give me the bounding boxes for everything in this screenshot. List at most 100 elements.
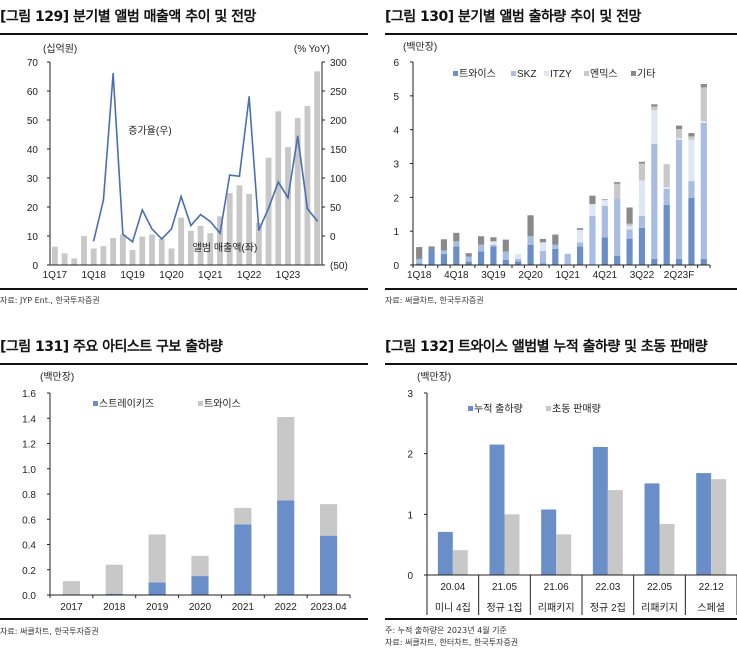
point-yoy-growth — [170, 228, 173, 230]
bar-segment-other — [576, 228, 584, 230]
bar-segment-twice — [601, 237, 608, 265]
bar-album-sales — [158, 238, 165, 265]
y-tick-label: 70 — [27, 58, 39, 69]
twice-album-chart: (백만장) 0 1 2 3 20.04 21.05 21.06 22.03 22.05 22.12 미… — [407, 371, 737, 615]
bar-segment-itzy — [675, 138, 683, 140]
x-subcategory-label: 리패키지 — [641, 602, 678, 614]
x-tick-label: 1Q21 — [555, 270, 580, 281]
x-tick-label: 1Q20 — [159, 270, 184, 281]
y-axis-unit-label: (백만장) — [403, 41, 437, 53]
y2-tick-label: 50 — [330, 203, 342, 214]
bar-segment-skz — [453, 241, 460, 247]
x-tick-label: 2Q23F — [664, 270, 695, 281]
bar-segment-stray-kids — [191, 576, 209, 595]
y-tick-label: 1 — [407, 510, 413, 521]
catalog-shipments-chart: (백만장) 0.0 0.2 0.4 0.6 0.8 1.0 1.2 1.4 1.6 2017 2018… — [22, 371, 351, 613]
x-tick-label: 1Q18 — [81, 270, 106, 281]
bar-segment-stray-kids — [148, 582, 166, 595]
y-tick-label: 5 — [393, 92, 399, 103]
bar-album-sales — [90, 248, 97, 265]
x-tick-label: 21.05 — [492, 582, 517, 593]
figure-title: [그림 132] 트와이스 앨범별 누적 출하량 및 초동 판매량 — [385, 339, 708, 355]
point-yoy-growth — [248, 96, 250, 98]
y-tick-label: 1.2 — [22, 440, 36, 451]
bar-segment-nmixx — [688, 136, 695, 140]
point-yoy-growth — [219, 232, 221, 234]
y2-tick-label: 100 — [330, 174, 347, 185]
bar-segment-itzy — [576, 229, 584, 243]
bar-album-sales — [139, 236, 146, 265]
x-subcategory-label: 미니 4집 — [435, 602, 471, 614]
y-tick-label: 0.8 — [22, 490, 36, 501]
bar-segment-twice — [320, 504, 338, 536]
x-tick-label: 3Q19 — [481, 270, 506, 281]
point-yoy-growth — [102, 199, 105, 201]
bar-segment-twice — [651, 258, 658, 265]
bar-segment-itzy — [515, 253, 522, 259]
note-text: 주: 누적 출하량은 2023년 4월 기준 — [385, 626, 507, 635]
bar-segment-other — [440, 239, 448, 251]
figure-132: [그림 132] 트와이스 앨범별 누적 출하량 및 초동 판매량 (백만장) 0… — [385, 330, 737, 651]
point-yoy-growth — [199, 213, 202, 216]
bar-segment-other — [490, 237, 497, 242]
bar-segment-skz — [601, 205, 608, 238]
x-tick-label: 1Q23 — [276, 270, 301, 281]
bar-first-week-sales — [711, 479, 727, 575]
y-tick-label: 3 — [407, 389, 413, 400]
legend-swatch-twice — [453, 71, 458, 76]
figure-131: [그림 131] 주요 아티스트 구보 출하량 (백만장) 0.0 0.2 0.4 0.… — [0, 330, 368, 651]
point-yoy-growth — [306, 207, 309, 210]
legend-swatch-first-week-sales — [546, 406, 551, 411]
y-tick-label: 1.0 — [22, 465, 36, 476]
y-tick-label: 2 — [393, 193, 399, 204]
y-tick-label: 40 — [27, 145, 39, 156]
bar-segment-other — [638, 161, 646, 164]
source-text: 자료: 써클차트, 한터차트, 한국투자증권 — [385, 638, 519, 647]
bar-segment-itzy — [638, 180, 646, 216]
bar-segment-twice — [675, 258, 683, 265]
y-tick-label: 0.2 — [22, 566, 36, 577]
x-tick-label: 1Q21 — [198, 270, 223, 281]
bar-segment-twice — [515, 261, 522, 265]
y-tick-label: 1 — [393, 227, 399, 238]
y-tick-label: 0.0 — [22, 591, 36, 602]
bar-first-week-sales — [504, 514, 520, 575]
bar-segment-other — [465, 253, 472, 257]
legend-label-cumulative-shipments: 누적 출하량 — [474, 402, 523, 415]
y2-axis-unit-label: (% YoY) — [294, 44, 330, 55]
y-tick-label: 0.6 — [22, 515, 36, 526]
bar-segment-skz — [515, 258, 522, 262]
bar-cumulative-shipments — [437, 531, 453, 575]
bar-segment-twice — [416, 263, 423, 265]
bar-segment-other — [416, 247, 423, 259]
bar-album-sales — [168, 248, 175, 265]
point-yoy-growth — [296, 135, 299, 138]
bar-segment-twice — [638, 227, 646, 265]
bar-cumulative-shipments — [489, 444, 505, 575]
bar-segment-itzy — [490, 241, 497, 245]
bar-segment-twice — [428, 249, 435, 265]
y-tick-label: 1.6 — [22, 389, 36, 400]
bar-segment-nmixx — [651, 106, 658, 111]
bar-segment-other — [453, 232, 460, 242]
legend-label-stray-kids: 스트레이키즈 — [99, 398, 154, 410]
bar-first-week-sales — [452, 550, 468, 575]
bar-segment-other — [552, 234, 559, 245]
y-axis-unit-label: (백만장) — [417, 371, 451, 383]
y-axis-unit-label: (십억원) — [43, 43, 77, 55]
y-tick-label: 50 — [27, 116, 39, 127]
y-tick-label: 2 — [407, 450, 413, 461]
legend-label-twice: 트와이스 — [459, 68, 496, 80]
bar-album-sales — [246, 193, 253, 265]
bar-segment-skz — [614, 199, 621, 256]
bar-album-sales — [314, 71, 321, 265]
point-yoy-growth — [180, 195, 182, 198]
bar-cumulative-shipments — [592, 446, 608, 575]
bottom-rule — [385, 288, 737, 290]
y2-tick-label: 150 — [330, 145, 347, 156]
bar-segment-other — [502, 239, 509, 252]
point-yoy-growth — [131, 241, 134, 243]
bar-first-week-sales — [607, 490, 623, 575]
bar-segment-twice — [105, 564, 123, 594]
y-tick-label: 60 — [27, 87, 39, 98]
